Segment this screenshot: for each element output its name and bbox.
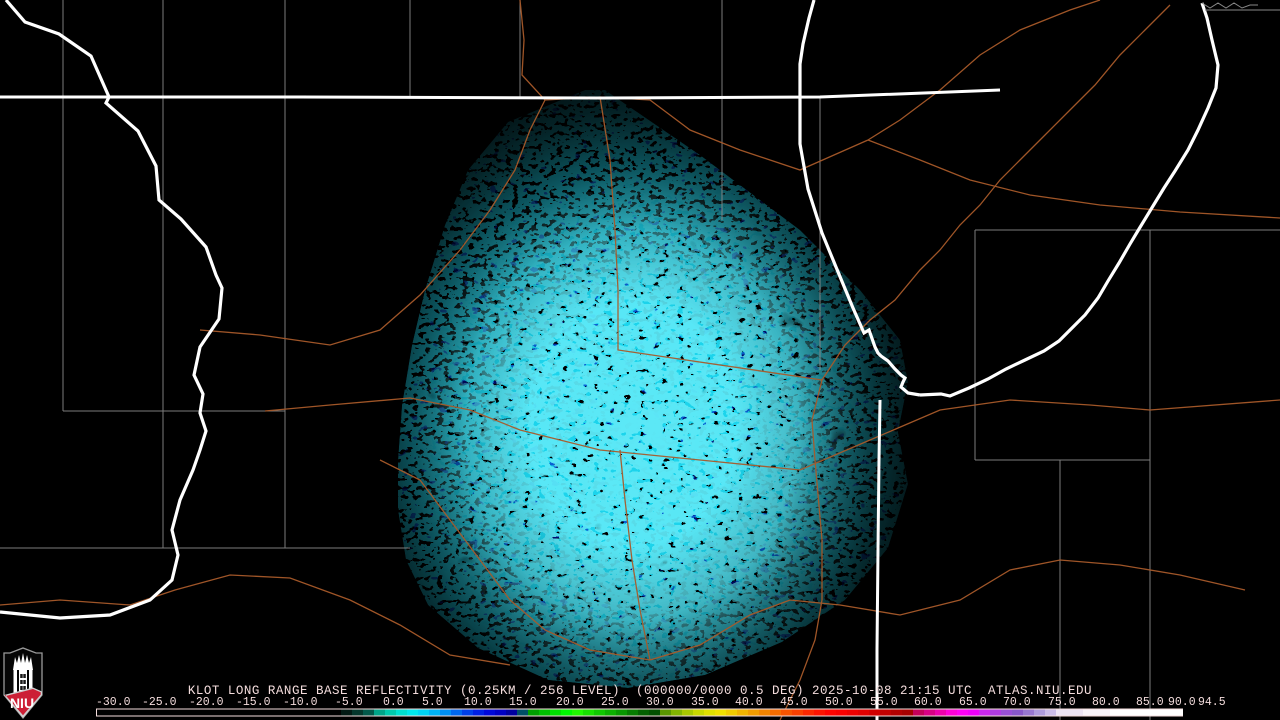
svg-text:15.0: 15.0 xyxy=(509,696,537,709)
svg-text:-25.0: -25.0 xyxy=(142,696,177,709)
svg-text:-10.0: -10.0 xyxy=(283,696,318,709)
svg-text:10.0: 10.0 xyxy=(464,696,492,709)
svg-text:70.0: 70.0 xyxy=(1003,696,1031,709)
svg-text:25.0: 25.0 xyxy=(601,696,629,709)
svg-text:35.0: 35.0 xyxy=(691,696,719,709)
svg-text:0.0: 0.0 xyxy=(383,696,404,709)
svg-text:-20.0: -20.0 xyxy=(189,696,224,709)
svg-text:40.0: 40.0 xyxy=(735,696,763,709)
svg-text:20.0: 20.0 xyxy=(556,696,584,709)
svg-text:75.0: 75.0 xyxy=(1048,696,1076,709)
svg-text:5.0: 5.0 xyxy=(422,696,443,709)
svg-text:30.0: 30.0 xyxy=(646,696,674,709)
svg-text:-15.0: -15.0 xyxy=(236,696,271,709)
svg-text:65.0: 65.0 xyxy=(959,696,987,709)
svg-text:94.5: 94.5 xyxy=(1198,696,1226,709)
svg-text:NIU: NIU xyxy=(10,695,34,711)
svg-text:-5.0: -5.0 xyxy=(335,696,363,709)
svg-text:45.0: 45.0 xyxy=(780,696,808,709)
svg-text:50.0: 50.0 xyxy=(825,696,853,709)
svg-text:90.0: 90.0 xyxy=(1168,696,1196,709)
svg-text:80.0: 80.0 xyxy=(1092,696,1120,709)
svg-text:60.0: 60.0 xyxy=(914,696,942,709)
svg-text:-30.0: -30.0 xyxy=(96,696,131,709)
svg-text:55.0: 55.0 xyxy=(870,696,898,709)
svg-text:85.0: 85.0 xyxy=(1136,696,1164,709)
